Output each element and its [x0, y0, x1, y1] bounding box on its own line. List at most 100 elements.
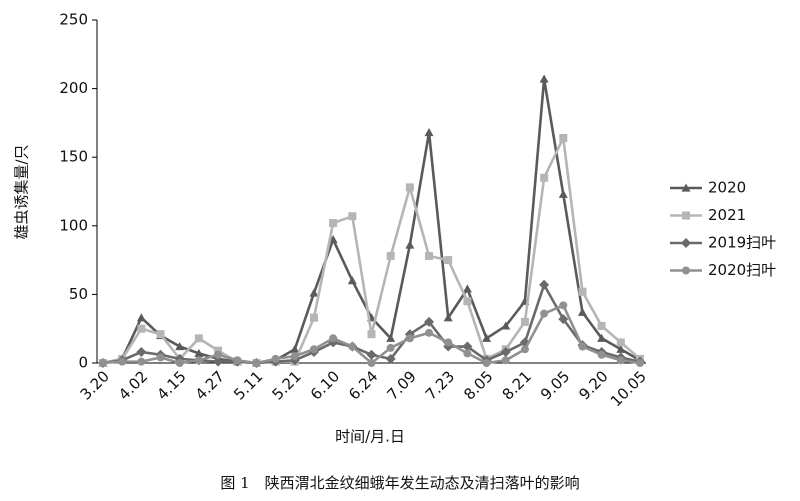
marker: [309, 345, 318, 354]
marker: [328, 235, 338, 244]
y-tick-label: 150: [59, 148, 88, 166]
y-tick-label: 250: [59, 11, 88, 29]
marker: [252, 359, 261, 367]
marker: [386, 333, 396, 342]
marker: [329, 334, 338, 343]
x-tick-label: 7.23: [422, 367, 458, 403]
legend-marker: [682, 266, 690, 275]
marker: [636, 359, 644, 367]
marker: [559, 133, 568, 142]
marker: [366, 349, 377, 360]
y-tick-label: 0: [78, 354, 88, 372]
legend-label: 2020: [708, 179, 746, 197]
x-tick-label: 4.27: [192, 367, 228, 403]
marker: [558, 314, 569, 325]
marker: [386, 343, 395, 352]
marker: [501, 356, 510, 365]
marker: [309, 313, 318, 322]
marker: [348, 342, 357, 351]
marker: [444, 338, 453, 347]
marker: [347, 276, 357, 285]
x-tick-label: 7.09: [384, 367, 420, 403]
x-tick-label: 9.05: [537, 367, 573, 403]
marker: [290, 352, 299, 361]
y-tick-label: 100: [59, 216, 88, 234]
x-axis-label: 时间/月.日: [335, 428, 405, 446]
marker: [136, 313, 146, 322]
caption: 图 1 陕西渭北金纹细蛾年发生动态及清扫落叶的影响: [220, 474, 579, 492]
marker: [482, 333, 492, 342]
x-tick-label: 8.21: [499, 367, 535, 403]
marker: [385, 353, 396, 364]
marker: [99, 359, 107, 367]
legend-label: 2021: [708, 206, 746, 224]
marker: [290, 344, 300, 353]
marker: [500, 347, 511, 358]
y-tick-label: 50: [69, 285, 88, 303]
marker: [194, 356, 203, 365]
marker: [329, 219, 338, 228]
x-tick-label: 6.10: [307, 367, 343, 403]
marker: [578, 342, 587, 351]
marker: [443, 313, 453, 322]
legend-marker: [681, 238, 691, 248]
marker: [233, 356, 242, 365]
marker: [405, 240, 415, 249]
marker: [616, 344, 626, 353]
marker: [156, 330, 165, 339]
marker: [559, 301, 568, 310]
marker: [214, 350, 223, 359]
marker: [463, 349, 472, 358]
y-axis-label: 雄虫诱集量/只: [13, 144, 31, 239]
marker: [540, 309, 549, 318]
marker: [597, 350, 606, 359]
marker: [540, 173, 549, 182]
marker: [539, 279, 550, 290]
y-tick-label: 200: [59, 79, 88, 97]
marker: [405, 334, 414, 343]
legend-label: 2019扫叶: [708, 234, 776, 252]
x-tick-label: 4.15: [153, 367, 189, 403]
marker: [156, 353, 165, 362]
marker: [597, 333, 607, 342]
marker: [405, 183, 414, 192]
x-tick-label: 8.05: [460, 367, 496, 403]
marker: [616, 356, 625, 365]
marker: [424, 128, 434, 137]
marker: [425, 328, 434, 337]
marker: [597, 321, 606, 330]
marker: [444, 256, 453, 265]
marker: [462, 284, 472, 293]
marker: [137, 324, 146, 333]
marker: [367, 359, 376, 367]
x-tick-label: 10.05: [607, 367, 650, 410]
marker: [520, 317, 529, 326]
x-tick-label: 3.20: [77, 367, 113, 403]
marker: [520, 345, 529, 354]
marker: [367, 330, 376, 339]
marker: [214, 346, 223, 355]
marker: [309, 288, 319, 297]
marker: [425, 251, 434, 260]
marker: [386, 251, 395, 260]
x-tick-label: 4.02: [115, 367, 151, 403]
marker: [175, 342, 185, 351]
marker: [194, 334, 203, 343]
marker: [539, 74, 549, 83]
marker: [136, 347, 147, 358]
marker: [578, 287, 587, 296]
marker: [463, 297, 472, 306]
marker: [271, 354, 280, 363]
x-tick-label: 5.21: [268, 367, 304, 403]
marker: [194, 348, 204, 357]
legend-marker: [682, 211, 690, 220]
marker: [118, 357, 127, 366]
marker: [482, 359, 491, 367]
x-tick-label: 6.24: [345, 367, 381, 403]
legend-marker: [681, 183, 691, 192]
marker: [213, 356, 224, 367]
marker: [424, 316, 435, 327]
legend-label: 2020扫叶: [708, 261, 776, 279]
marker: [616, 338, 625, 347]
